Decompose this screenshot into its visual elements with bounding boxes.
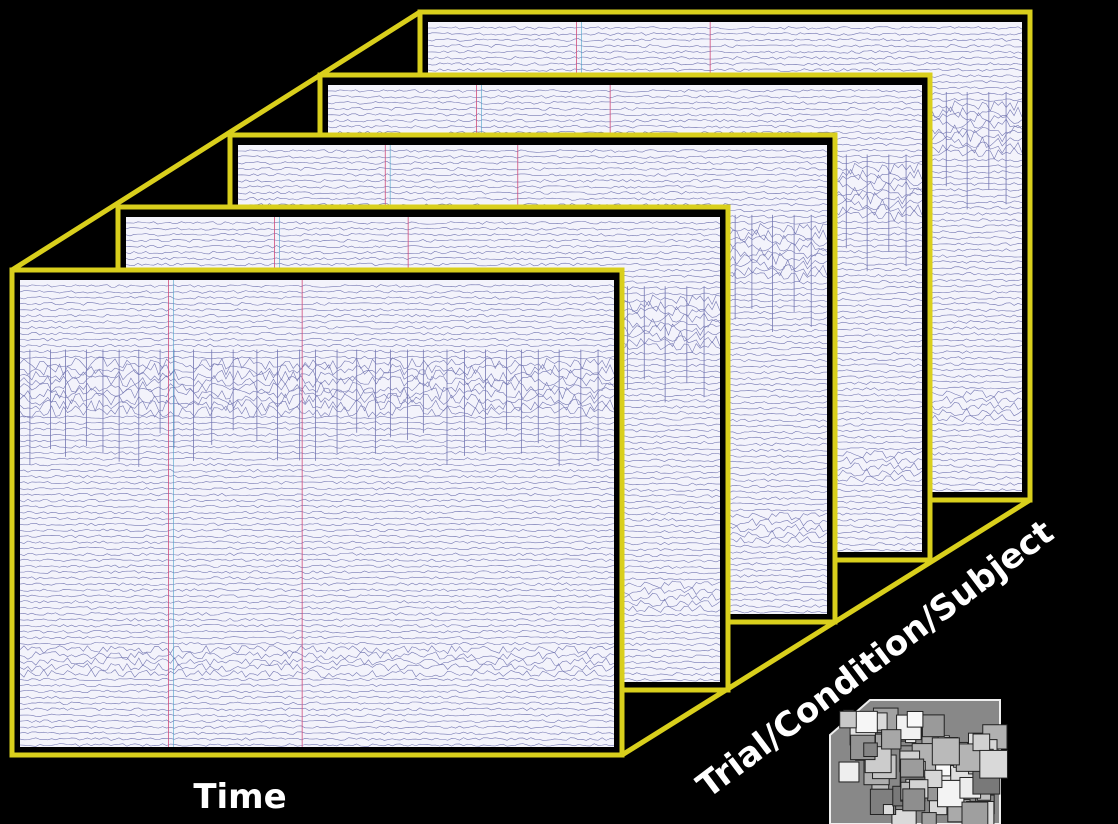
cube-block xyxy=(882,730,901,749)
cube-block xyxy=(922,813,936,824)
cube-block xyxy=(907,711,923,727)
cube-block xyxy=(864,743,878,757)
page: Time Trial/Condition/Subject (() => { co… xyxy=(0,0,1118,824)
eeg-panel xyxy=(20,280,614,747)
diagram: Time Trial/Condition/Subject xyxy=(0,0,1118,824)
time-label: Time xyxy=(193,777,286,817)
cube-block xyxy=(839,762,859,782)
data-cube-icon xyxy=(830,700,1007,824)
cube-block xyxy=(932,738,959,765)
cube-block xyxy=(883,805,893,815)
cube-block xyxy=(973,734,990,751)
cube-block xyxy=(922,715,944,737)
cube-block xyxy=(840,711,857,728)
cube-block xyxy=(903,789,925,811)
cube-block xyxy=(962,802,988,824)
cube-block xyxy=(980,750,1008,778)
cube-block xyxy=(856,711,877,732)
